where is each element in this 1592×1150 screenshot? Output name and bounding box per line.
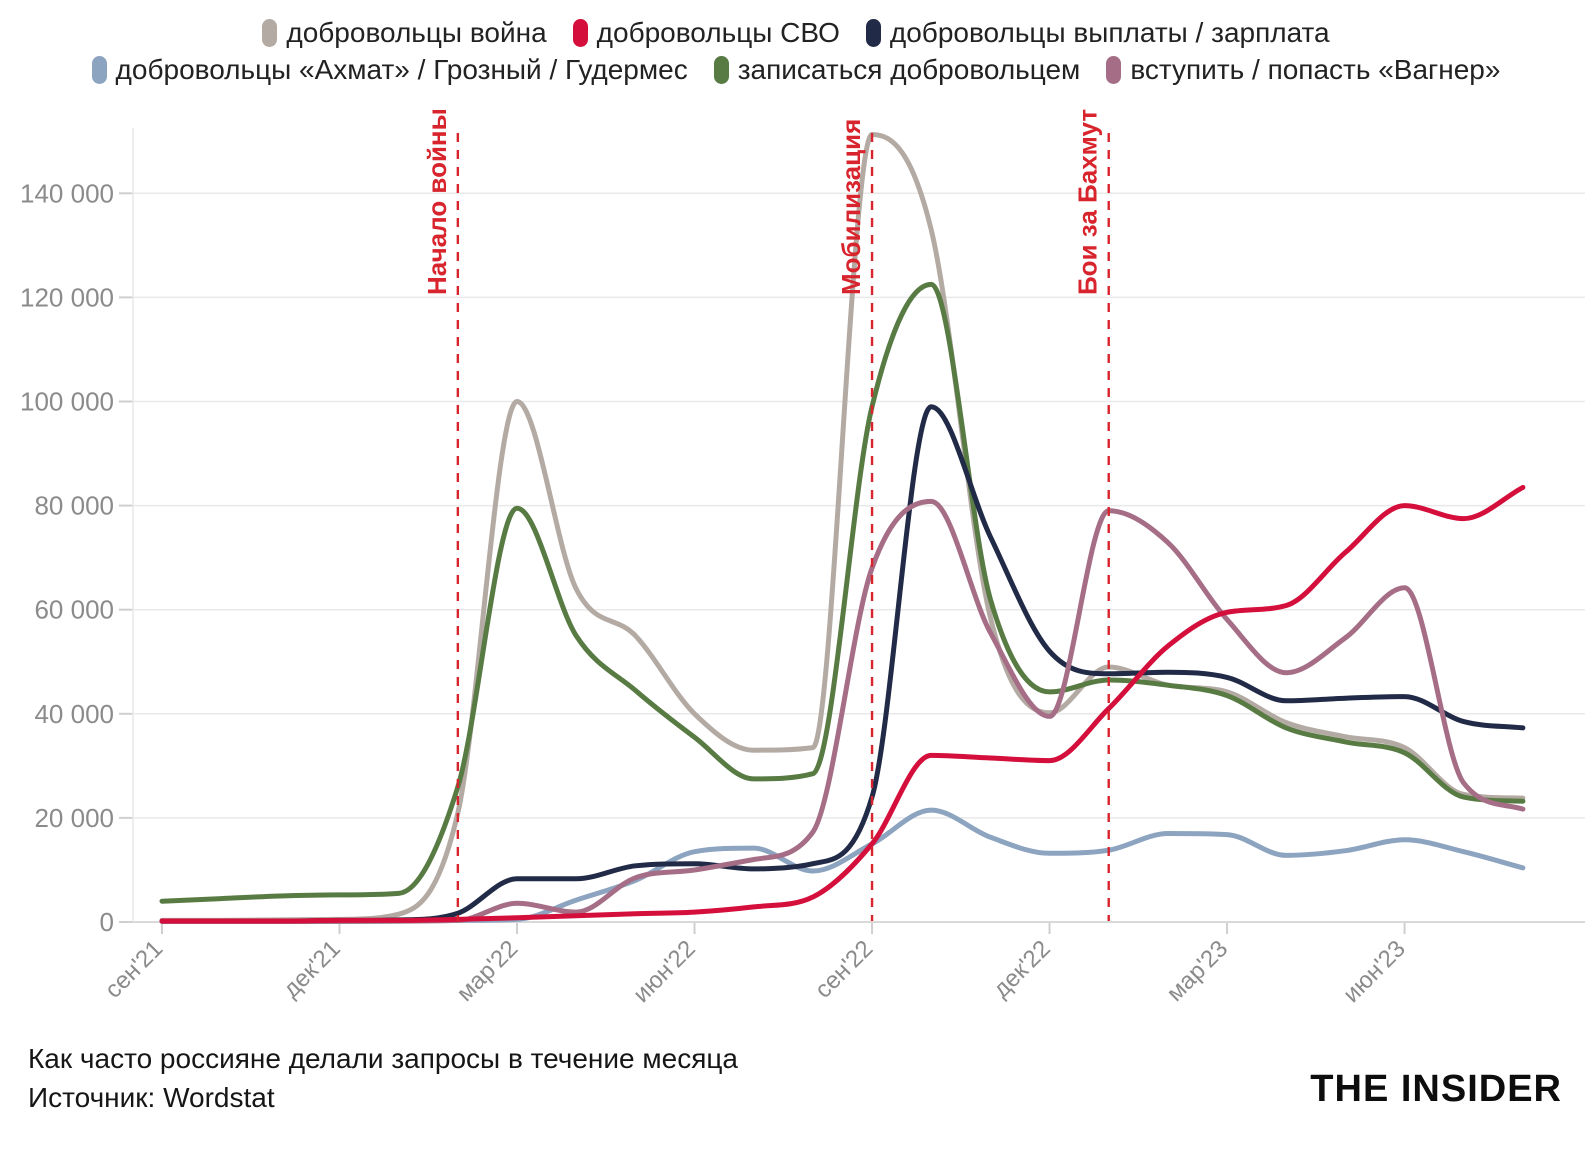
legend-label: вступить / попасть «Вагнер»: [1130, 53, 1501, 85]
annotation-label: Бои за Бахмут: [1073, 109, 1103, 295]
legend-row: добровольцы «Ахмат» / Грозный / Гудермес…: [91, 53, 1501, 86]
x-tick-label: дек'21: [278, 935, 346, 1003]
y-tick-label: 40 000: [34, 699, 114, 729]
y-tick-label: 60 000: [34, 595, 114, 625]
x-tick-label: мар'22: [452, 935, 524, 1007]
legend-swatch-icon: [262, 19, 278, 48]
annotation-label: Начало войны: [422, 108, 452, 295]
x-tick-label: мар'23: [1162, 935, 1234, 1007]
x-tick-label: июн'23: [1338, 935, 1411, 1008]
legend-label: записаться добровольцем: [737, 53, 1081, 85]
caption-source: Источник: Wordstat: [28, 1081, 275, 1113]
series-line-2: [159, 484, 1526, 924]
legend: добровольцы война добровольцы СВО добровол…: [0, 17, 1592, 86]
the-insider-logo: THE INSIDER: [1310, 1068, 1562, 1110]
legend-label: добровольцы СВО: [596, 17, 840, 48]
y-tick-label: 140 000: [20, 178, 114, 208]
legend-item: добровольцы СВО: [572, 17, 840, 49]
annotation-label: Мобилизация: [836, 119, 866, 295]
legend-label: добровольцы «Ахмат» / Грозный / Гудермес: [115, 53, 688, 85]
y-tick-label: 20 000: [34, 803, 114, 833]
chart-caption: Как часто россияне делали запросы в тече…: [28, 1040, 738, 1117]
legend-label: добровольцы выплаты / зарплата: [889, 17, 1330, 48]
y-tick-label: 80 000: [34, 491, 114, 521]
legend-swatch-icon: [1106, 56, 1122, 85]
legend-label: добровольцы война: [286, 17, 547, 48]
series-line-5: [159, 281, 1526, 904]
y-tick-label: 100 000: [20, 387, 114, 417]
legend-swatch-icon: [91, 56, 107, 85]
x-tick-label: сен'21: [100, 935, 169, 1004]
x-tick-label: сен'22: [810, 935, 879, 1004]
y-tick-label: 0: [100, 907, 114, 937]
legend-item: записаться добровольцем: [713, 53, 1081, 86]
x-tick-label: июн'22: [628, 935, 701, 1008]
legend-swatch-icon: [865, 19, 881, 48]
x-tick-label: дек'22: [988, 935, 1056, 1003]
legend-item: добровольцы война: [262, 17, 547, 49]
legend-row: добровольцы война добровольцы СВО добровол…: [262, 17, 1330, 49]
series-line-3: [159, 404, 1526, 924]
legend-item: вступить / попасть «Вагнер»: [1106, 53, 1501, 86]
y-tick-label: 120 000: [20, 282, 114, 312]
legend-swatch-icon: [713, 56, 729, 85]
legend-swatch-icon: [572, 19, 588, 48]
caption-title: Как часто россияне делали запросы в тече…: [28, 1043, 738, 1074]
legend-item: добровольцы выплаты / зарплата: [865, 17, 1330, 49]
legend-item: добровольцы «Ахмат» / Грозный / Гудермес: [91, 53, 688, 86]
series-line-1: [159, 132, 1526, 923]
series-line-4: [159, 807, 1526, 924]
